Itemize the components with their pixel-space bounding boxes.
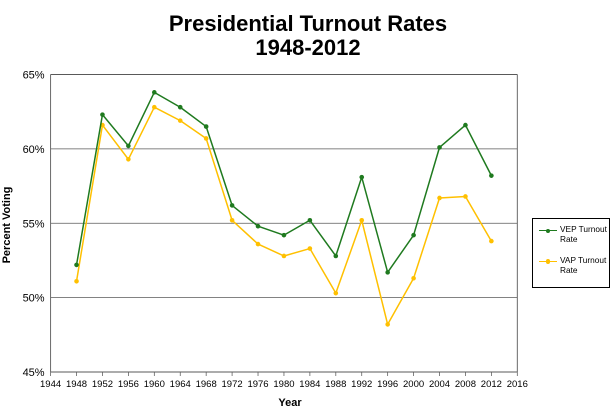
svg-text:45%: 45% xyxy=(23,367,45,379)
svg-text:1960: 1960 xyxy=(144,379,165,390)
svg-text:2012: 2012 xyxy=(481,379,502,390)
svg-text:55%: 55% xyxy=(23,218,45,230)
svg-text:1988: 1988 xyxy=(325,379,346,390)
svg-text:2016: 2016 xyxy=(507,379,528,390)
svg-text:1956: 1956 xyxy=(118,379,139,390)
svg-text:2000: 2000 xyxy=(403,379,424,390)
svg-text:2008: 2008 xyxy=(455,379,476,390)
svg-text:1944: 1944 xyxy=(40,379,61,390)
svg-text:1964: 1964 xyxy=(170,379,191,390)
svg-text:1980: 1980 xyxy=(273,379,294,390)
svg-text:1984: 1984 xyxy=(299,379,320,390)
svg-text:1948: 1948 xyxy=(66,379,87,390)
svg-text:1996: 1996 xyxy=(377,379,398,390)
svg-text:1972: 1972 xyxy=(222,379,243,390)
svg-text:65%: 65% xyxy=(23,70,45,82)
svg-text:1976: 1976 xyxy=(247,379,268,390)
svg-text:2004: 2004 xyxy=(429,379,450,390)
svg-text:1952: 1952 xyxy=(92,379,113,390)
svg-text:50%: 50% xyxy=(23,293,45,305)
svg-text:60%: 60% xyxy=(23,144,45,156)
svg-text:1968: 1968 xyxy=(196,379,217,390)
svg-text:1992: 1992 xyxy=(351,379,372,390)
